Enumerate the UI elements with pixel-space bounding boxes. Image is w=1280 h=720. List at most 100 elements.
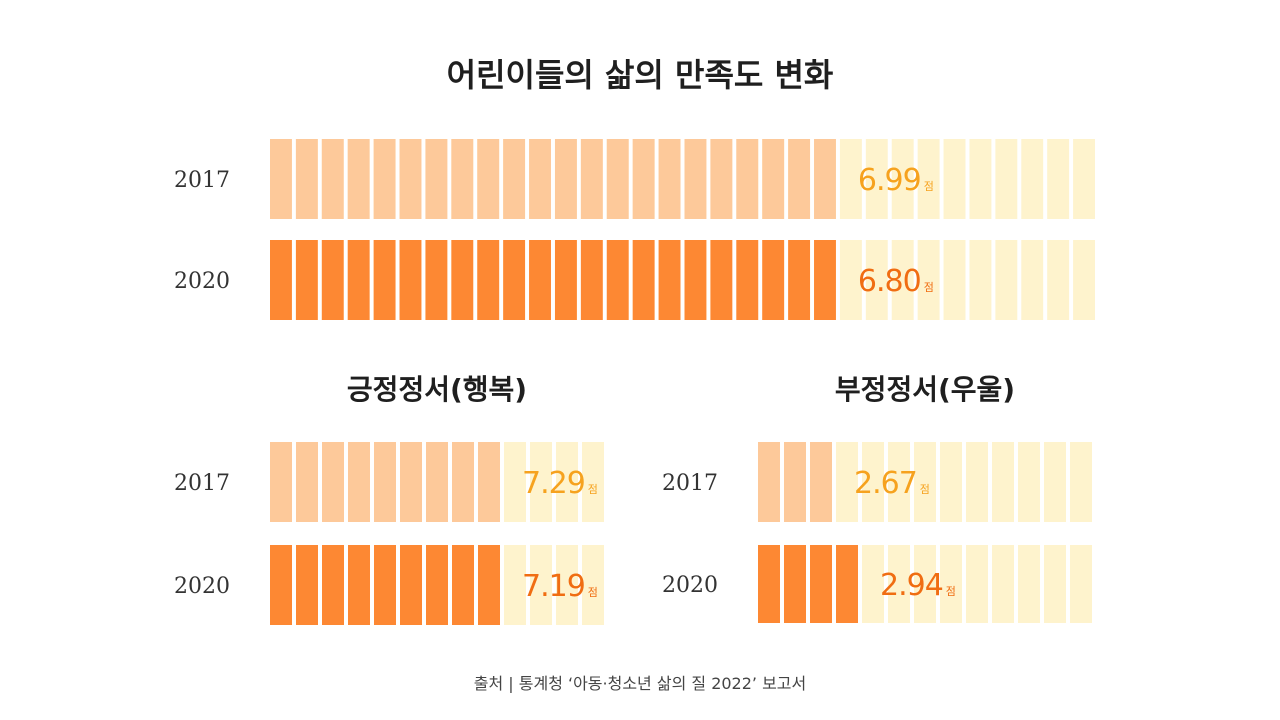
bar-cell-2017 [658,139,681,219]
bar-cell-2017 [554,139,577,219]
year-label: 2017 [174,471,230,496]
track-cell [888,442,910,522]
track-cell [1044,545,1066,623]
bar-cell-2020 [736,240,759,320]
track-cell [504,442,526,522]
track-cell [1047,139,1070,219]
bar-cell-2020 [710,240,733,320]
unit-label: 점 [588,586,598,599]
bar-cell-2020 [373,240,396,320]
track-cell [1021,240,1044,320]
bar-cell-2017 [529,139,551,219]
bar-cell-2020 [374,545,396,625]
bar-cell-2020 [810,545,832,623]
bar-cell-2017 [295,139,318,219]
track-cell [943,139,966,219]
bar-cell-2017 [478,442,500,522]
value-label: 2.94 [880,568,943,603]
bar-cell-2017 [784,442,806,522]
track-cell [530,545,552,625]
year-label: 2017 [662,471,718,496]
track-cell [1070,545,1092,623]
track-cell [888,545,910,623]
track-cell [943,240,966,320]
source-note: 출처 | 통계청 ‘아동·청소년 삶의 질 2022’ 보고서 [473,674,807,693]
track-cell [865,139,888,219]
year-label: 2017 [174,168,230,193]
bar-cell-2017 [452,442,474,522]
bar-cell-2017 [374,442,396,522]
track-cell [969,240,992,320]
track-cell [917,240,940,320]
track-cell [914,442,936,522]
track-cell [839,139,862,219]
bar-cell-2020 [814,240,836,320]
bar-cell-2020 [758,545,780,623]
bar-cell-2020 [348,545,370,625]
bar-cell-2017 [373,139,396,219]
value-label: 6.99 [858,163,921,198]
track-cell [914,545,936,623]
bar-cell-2020 [632,240,655,320]
bar-cell-2020 [478,545,500,625]
bar-cell-2017 [762,139,785,219]
chart-title: 어린이들의 삶의 만족도 변화 [446,56,834,94]
bar-cell-2020 [425,240,448,320]
bar-cell-2017 [736,139,759,219]
track-cell [556,442,578,522]
bar-cell-2020 [788,240,811,320]
value-label: 6.80 [858,264,921,299]
year-label: 2020 [174,574,230,599]
bar-cell-2020 [784,545,806,623]
track-cell [966,442,988,522]
value-label: 7.29 [522,466,585,501]
bar-cell-2020 [347,240,370,320]
track-cell [530,442,552,522]
track-cell [917,139,940,219]
track-cell [862,442,884,522]
track-cell [995,240,1018,320]
bar-cell-2017 [425,139,448,219]
bar-cell-2017 [451,139,474,219]
track-cell [582,545,604,625]
bar-cell-2020 [606,240,629,320]
value-label: 7.19 [522,569,585,604]
track-cell [839,240,862,320]
bar-cell-2020 [503,240,526,320]
track-cell [556,545,578,625]
bar-cell-2020 [321,240,344,320]
bar-cell-2017 [426,442,448,522]
bar-cell-2017 [322,442,344,522]
unit-label: 점 [920,483,930,496]
track-cell [865,240,888,320]
track-cell [1018,442,1040,522]
bar-cell-2020 [580,240,603,320]
bar-cell-2020 [477,240,500,320]
bar-cell-2017 [270,442,292,522]
unit-label: 점 [924,180,934,193]
track-cell [1044,442,1066,522]
track-cell [969,139,992,219]
bar-cell-2020 [762,240,785,320]
bar-cell-2017 [477,139,500,219]
bar-cell-2017 [788,139,811,219]
bar-cell-2020 [451,240,474,320]
bar-cell-2020 [658,240,681,320]
bar-cell-2017 [632,139,655,219]
bar-cell-2020 [426,545,448,625]
bar-cell-2020 [270,240,292,320]
track-cell [1018,545,1040,623]
bar-cell-2017 [580,139,603,219]
bar-cell-2020 [452,545,474,625]
track-cell [891,240,914,320]
track-cell [1021,139,1044,219]
bar-cell-2017 [684,139,707,219]
bar-cell-2017 [348,442,370,522]
bar-cell-2020 [529,240,551,320]
bar-cell-2017 [270,139,292,219]
track-cell [836,442,858,522]
unit-label: 점 [588,483,598,496]
negative-emotion-subtitle: 부정정서(우울) [834,373,1016,406]
track-cell [1047,240,1070,320]
